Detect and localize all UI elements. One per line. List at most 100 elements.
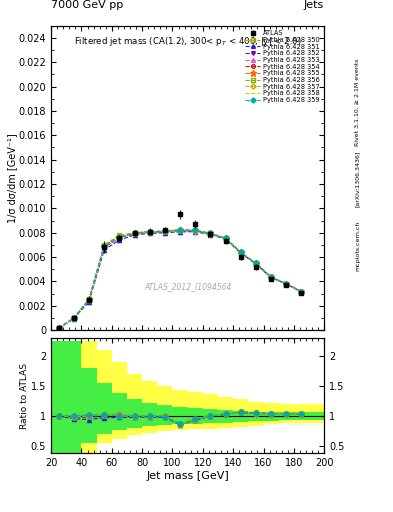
- Pythia 6.428 351: [193, 229, 198, 235]
- Pythia 6.428 359: [102, 243, 107, 249]
- Pythia 6.428 351: [132, 232, 137, 238]
- Pythia 6.428 356: [87, 296, 92, 303]
- Pythia 6.428 350: [269, 274, 274, 280]
- Pythia 6.428 354: [208, 230, 213, 237]
- Pythia 6.428 359: [72, 315, 76, 321]
- Pythia 6.428 357: [72, 315, 76, 321]
- Pythia 6.428 358: [163, 228, 167, 234]
- Pythia 6.428 353: [239, 249, 243, 255]
- Pythia 6.428 350: [299, 289, 304, 295]
- Pythia 6.428 352: [178, 228, 182, 234]
- Pythia 6.428 353: [56, 325, 61, 331]
- Pythia 6.428 357: [253, 261, 258, 267]
- Pythia 6.428 355: [132, 230, 137, 236]
- Pythia 6.428 352: [72, 315, 76, 322]
- Pythia 6.428 355: [239, 249, 243, 255]
- Pythia 6.428 352: [239, 250, 243, 256]
- Pythia 6.428 351: [208, 231, 213, 238]
- Text: 7000 GeV pp: 7000 GeV pp: [51, 0, 123, 10]
- Pythia 6.428 359: [253, 261, 258, 267]
- Pythia 6.428 359: [193, 227, 198, 233]
- Pythia 6.428 351: [163, 230, 167, 236]
- Pythia 6.428 350: [87, 296, 92, 302]
- Pythia 6.428 354: [178, 227, 182, 233]
- Line: Pythia 6.428 353: Pythia 6.428 353: [57, 228, 303, 330]
- Pythia 6.428 354: [147, 229, 152, 235]
- Pythia 6.428 357: [269, 274, 274, 281]
- Text: mcplots.cern.ch: mcplots.cern.ch: [355, 221, 360, 271]
- Line: Pythia 6.428 356: Pythia 6.428 356: [57, 228, 303, 330]
- Pythia 6.428 358: [284, 281, 288, 287]
- Pythia 6.428 354: [239, 249, 243, 255]
- Pythia 6.428 354: [223, 236, 228, 242]
- Pythia 6.428 358: [239, 249, 243, 255]
- Pythia 6.428 351: [56, 325, 61, 331]
- Pythia 6.428 356: [239, 249, 243, 255]
- Pythia 6.428 356: [178, 227, 182, 233]
- Pythia 6.428 353: [284, 281, 288, 287]
- Pythia 6.428 358: [132, 230, 137, 237]
- Line: Pythia 6.428 359: Pythia 6.428 359: [57, 228, 303, 330]
- Pythia 6.428 351: [178, 229, 182, 235]
- Pythia 6.428 350: [284, 281, 288, 287]
- Pythia 6.428 352: [56, 325, 61, 331]
- Pythia 6.428 351: [117, 237, 122, 243]
- Line: Pythia 6.428 358: Pythia 6.428 358: [59, 230, 301, 328]
- Pythia 6.428 359: [284, 281, 288, 287]
- Pythia 6.428 350: [239, 249, 243, 255]
- Y-axis label: 1/σ dσ/dm [GeV⁻¹]: 1/σ dσ/dm [GeV⁻¹]: [7, 133, 17, 223]
- Pythia 6.428 351: [223, 236, 228, 242]
- Pythia 6.428 353: [117, 234, 122, 240]
- Pythia 6.428 355: [72, 315, 76, 321]
- Pythia 6.428 352: [269, 274, 274, 281]
- Pythia 6.428 358: [178, 227, 182, 233]
- Pythia 6.428 356: [284, 281, 288, 287]
- Pythia 6.428 350: [193, 227, 198, 233]
- Pythia 6.428 357: [56, 325, 61, 331]
- Pythia 6.428 358: [72, 315, 76, 321]
- Pythia 6.428 356: [102, 243, 107, 249]
- Pythia 6.428 359: [56, 325, 61, 331]
- Pythia 6.428 354: [193, 227, 198, 233]
- Pythia 6.428 356: [253, 261, 258, 267]
- Pythia 6.428 358: [193, 227, 198, 233]
- Pythia 6.428 354: [117, 234, 122, 240]
- Pythia 6.428 356: [117, 234, 122, 240]
- Pythia 6.428 352: [223, 236, 228, 242]
- Text: Filtered jet mass (CA(1.2), 300< p$_T$ < 400, |y| < 2.0): Filtered jet mass (CA(1.2), 300< p$_T$ <…: [73, 35, 302, 48]
- Text: Jets: Jets: [304, 0, 324, 10]
- Pythia 6.428 352: [87, 297, 92, 304]
- Pythia 6.428 350: [208, 230, 213, 237]
- Pythia 6.428 351: [269, 274, 274, 281]
- Y-axis label: Ratio to ATLAS: Ratio to ATLAS: [20, 362, 29, 429]
- Pythia 6.428 359: [163, 228, 167, 234]
- Pythia 6.428 358: [208, 230, 213, 237]
- Pythia 6.428 358: [269, 274, 274, 281]
- Pythia 6.428 358: [117, 234, 122, 240]
- Pythia 6.428 356: [132, 230, 137, 236]
- Pythia 6.428 356: [223, 236, 228, 242]
- Pythia 6.428 355: [102, 243, 107, 249]
- Pythia 6.428 359: [208, 230, 213, 237]
- Pythia 6.428 354: [253, 261, 258, 267]
- Pythia 6.428 353: [178, 227, 182, 233]
- Pythia 6.428 352: [102, 244, 107, 250]
- Pythia 6.428 357: [163, 228, 167, 234]
- Pythia 6.428 356: [208, 230, 213, 237]
- Pythia 6.428 352: [299, 289, 304, 295]
- Pythia 6.428 359: [178, 227, 182, 233]
- Text: [arXiv:1306.3436]: [arXiv:1306.3436]: [355, 151, 360, 207]
- Pythia 6.428 357: [87, 296, 92, 303]
- Pythia 6.428 353: [223, 236, 228, 242]
- Pythia 6.428 352: [208, 231, 213, 237]
- Pythia 6.428 353: [102, 243, 107, 249]
- Pythia 6.428 353: [163, 228, 167, 234]
- Pythia 6.428 354: [299, 289, 304, 295]
- Pythia 6.428 350: [223, 235, 228, 241]
- Pythia 6.428 359: [239, 249, 243, 255]
- Pythia 6.428 355: [208, 230, 213, 237]
- Line: Pythia 6.428 355: Pythia 6.428 355: [55, 227, 305, 332]
- Pythia 6.428 352: [253, 261, 258, 267]
- Pythia 6.428 355: [56, 325, 61, 331]
- Pythia 6.428 355: [223, 235, 228, 241]
